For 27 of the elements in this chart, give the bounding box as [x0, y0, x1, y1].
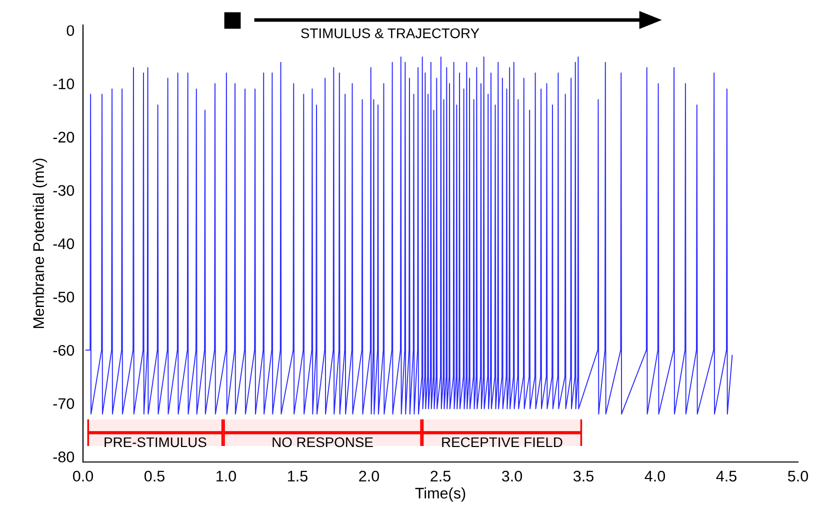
y-tick-label: -40	[53, 238, 74, 250]
x-tick-label: 1.0	[216, 470, 236, 482]
line-series	[85, 56, 733, 415]
x-axis-title: Time(s)	[415, 487, 466, 502]
x-tick-label: 4.5	[716, 470, 736, 482]
x-tick-label: 1.5	[288, 470, 308, 482]
x-tick-label: 0.0	[72, 470, 94, 482]
y-tick-label: -80	[53, 452, 74, 462]
y-tick-label: -70	[53, 398, 74, 410]
band-label: RECEPTIVE FIELD	[442, 437, 562, 448]
x-tick-label: 5.0	[788, 470, 808, 482]
y-tick-label: -10	[53, 78, 74, 90]
y-axis-title: Membrane Potential (mv)	[32, 158, 48, 328]
y-tick-label: -60	[53, 344, 74, 356]
x-tick-label: 0.5	[144, 470, 164, 482]
x-tick-label: 3.0	[502, 470, 522, 482]
x-tick-label: 4.0	[644, 470, 666, 482]
x-tick-label: 2.5	[430, 470, 450, 482]
y-tick-label: -30	[53, 185, 74, 196]
band-label: NO RESPONSE	[272, 437, 373, 448]
y-tick-label: -20	[53, 132, 74, 143]
y-tick-label: 0	[66, 25, 74, 36]
band-label: PRE-STIMULUS	[104, 437, 206, 448]
x-tick-label: 3.5	[573, 470, 594, 482]
y-tick-label: -50	[53, 292, 74, 302]
annotation: STIMULUS & TRAJECTORY	[301, 28, 480, 38]
x-tick-label: 2.0	[359, 470, 380, 482]
